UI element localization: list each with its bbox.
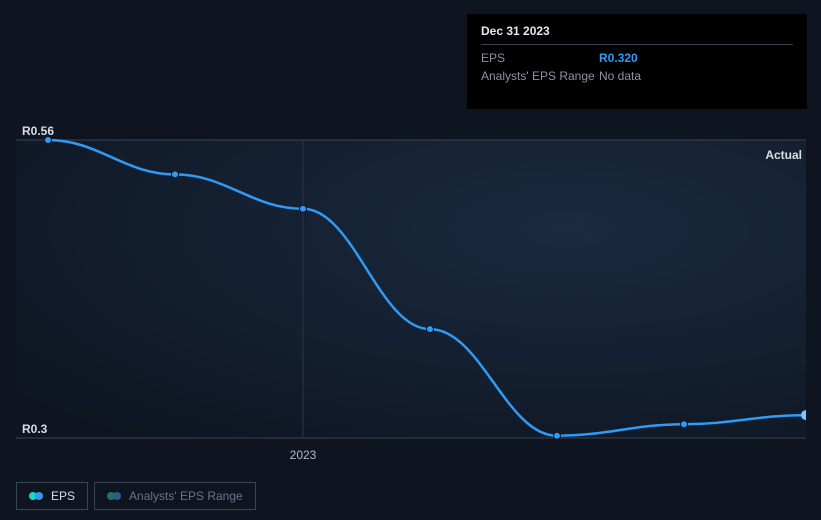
tooltip-value: R0.320 — [599, 51, 638, 65]
chart-svg — [16, 122, 806, 442]
legend: EPS Analysts' EPS Range — [16, 482, 256, 510]
legend-item-analysts-range[interactable]: Analysts' EPS Range — [94, 482, 256, 510]
chart-tooltip: Dec 31 2023 EPS R0.320 Analysts' EPS Ran… — [467, 14, 807, 109]
legend-label: Analysts' EPS Range — [129, 489, 243, 503]
y-axis-bot-label: R0.3 — [22, 422, 47, 436]
tooltip-value: No data — [599, 69, 641, 83]
legend-swatch — [29, 492, 43, 500]
eps-chart[interactable]: R0.56 R0.3 Actual 2023 — [16, 122, 806, 462]
y-axis-top-label: R0.56 — [22, 124, 54, 138]
tooltip-row: EPS R0.320 — [481, 49, 793, 67]
legend-label: EPS — [51, 489, 75, 503]
actual-label: Actual — [765, 148, 802, 162]
tooltip-row: Analysts' EPS Range No data — [481, 67, 793, 85]
tooltip-label: Analysts' EPS Range — [481, 69, 599, 83]
tooltip-date: Dec 31 2023 — [481, 24, 793, 45]
tooltip-label: EPS — [481, 51, 599, 65]
x-axis-label: 2023 — [290, 448, 317, 462]
legend-item-eps[interactable]: EPS — [16, 482, 88, 510]
legend-swatch — [107, 492, 121, 500]
